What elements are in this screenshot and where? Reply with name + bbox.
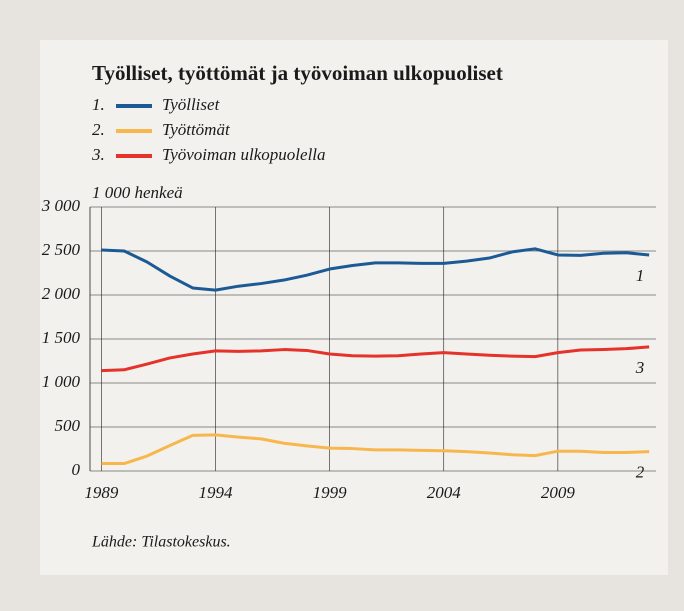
chart-title: Työlliset, työttömät ja työvoiman ulkopu… <box>92 61 503 85</box>
end-label: 2 <box>636 463 645 482</box>
y-tick-label: 2 000 <box>42 284 81 303</box>
data-line <box>101 247 650 292</box>
y-tick-label: 500 <box>55 416 81 435</box>
data-line <box>101 345 650 373</box>
x-tick-label: 1989 <box>84 483 119 502</box>
y-tick-label: 0 <box>72 460 81 479</box>
data-line <box>101 433 650 466</box>
legend-label: Työlliset <box>162 95 221 114</box>
x-tick-label: 1994 <box>199 483 234 502</box>
y-axis-label: 1 000 henkeä <box>92 183 183 202</box>
end-label: 1 <box>636 266 645 285</box>
legend-number: 3. <box>91 145 105 164</box>
legend-number: 2. <box>92 120 105 139</box>
end-label: 3 <box>635 358 645 377</box>
x-tick-label: 1999 <box>313 483 348 502</box>
y-tick-label: 3 000 <box>41 196 81 215</box>
legend-label: Työvoiman ulkopuolella <box>162 145 326 164</box>
x-tick-label: 2009 <box>541 483 576 502</box>
legend-number: 1. <box>92 95 105 114</box>
y-tick-label: 1 000 <box>42 372 81 391</box>
source: Lähde: Tilastokeskus. <box>91 534 231 551</box>
x-tick-label: 2004 <box>427 483 462 502</box>
y-tick-label: 2 500 <box>42 240 81 259</box>
y-tick-label: 1 500 <box>42 328 81 347</box>
legend-label: Työttömät <box>162 120 231 139</box>
